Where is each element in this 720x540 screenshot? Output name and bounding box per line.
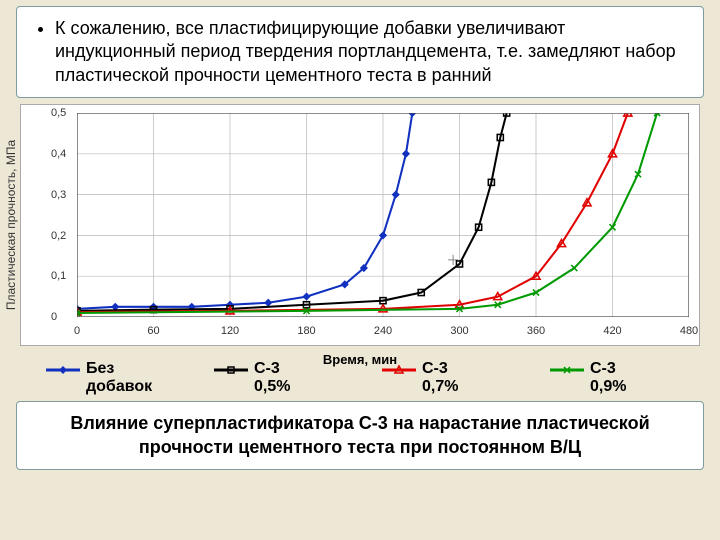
intro-text: К сожалению, все пластифицирующие добавк… [55,17,687,87]
y-tick: 0,1 [51,270,66,282]
caption-box: Влияние суперпластификатора С-3 на нарас… [16,401,704,470]
legend-label: Бездобавок [86,360,152,395]
intro-text-box: К сожалению, все пластифицирующие добавк… [16,6,704,98]
legend-item: С-30,9% [550,360,700,395]
x-tick: 180 [297,325,315,337]
y-tick: 0,5 [51,107,66,119]
x-tick: 480 [680,325,698,337]
legend-label: С-30,7% [422,360,458,395]
y-axis-label: Пластическая прочность, МПа [4,140,18,310]
legend-item: С-30,7% [382,360,532,395]
x-tick: 0 [74,325,80,337]
x-tick: 240 [374,325,392,337]
x-tick: 360 [527,325,545,337]
legend-item: Бездобавок [46,360,196,395]
y-tick: 0,2 [51,230,66,242]
legend-label: С-30,9% [590,360,626,395]
x-axis-label: Время, мин [323,352,397,367]
caption-text: Влияние суперпластификатора С-3 на нарас… [70,413,649,456]
y-tick: 0,4 [51,148,66,160]
line-chart: Пластическая прочность, МПа Время, мин 0… [20,104,700,346]
y-tick: 0,3 [51,189,66,201]
y-tick: 0 [51,311,57,323]
x-tick: 300 [450,325,468,337]
x-tick: 60 [147,325,159,337]
legend-label: С-30,5% [254,360,290,395]
plot-area [77,113,689,317]
x-tick: 420 [603,325,621,337]
x-tick: 120 [221,325,239,337]
